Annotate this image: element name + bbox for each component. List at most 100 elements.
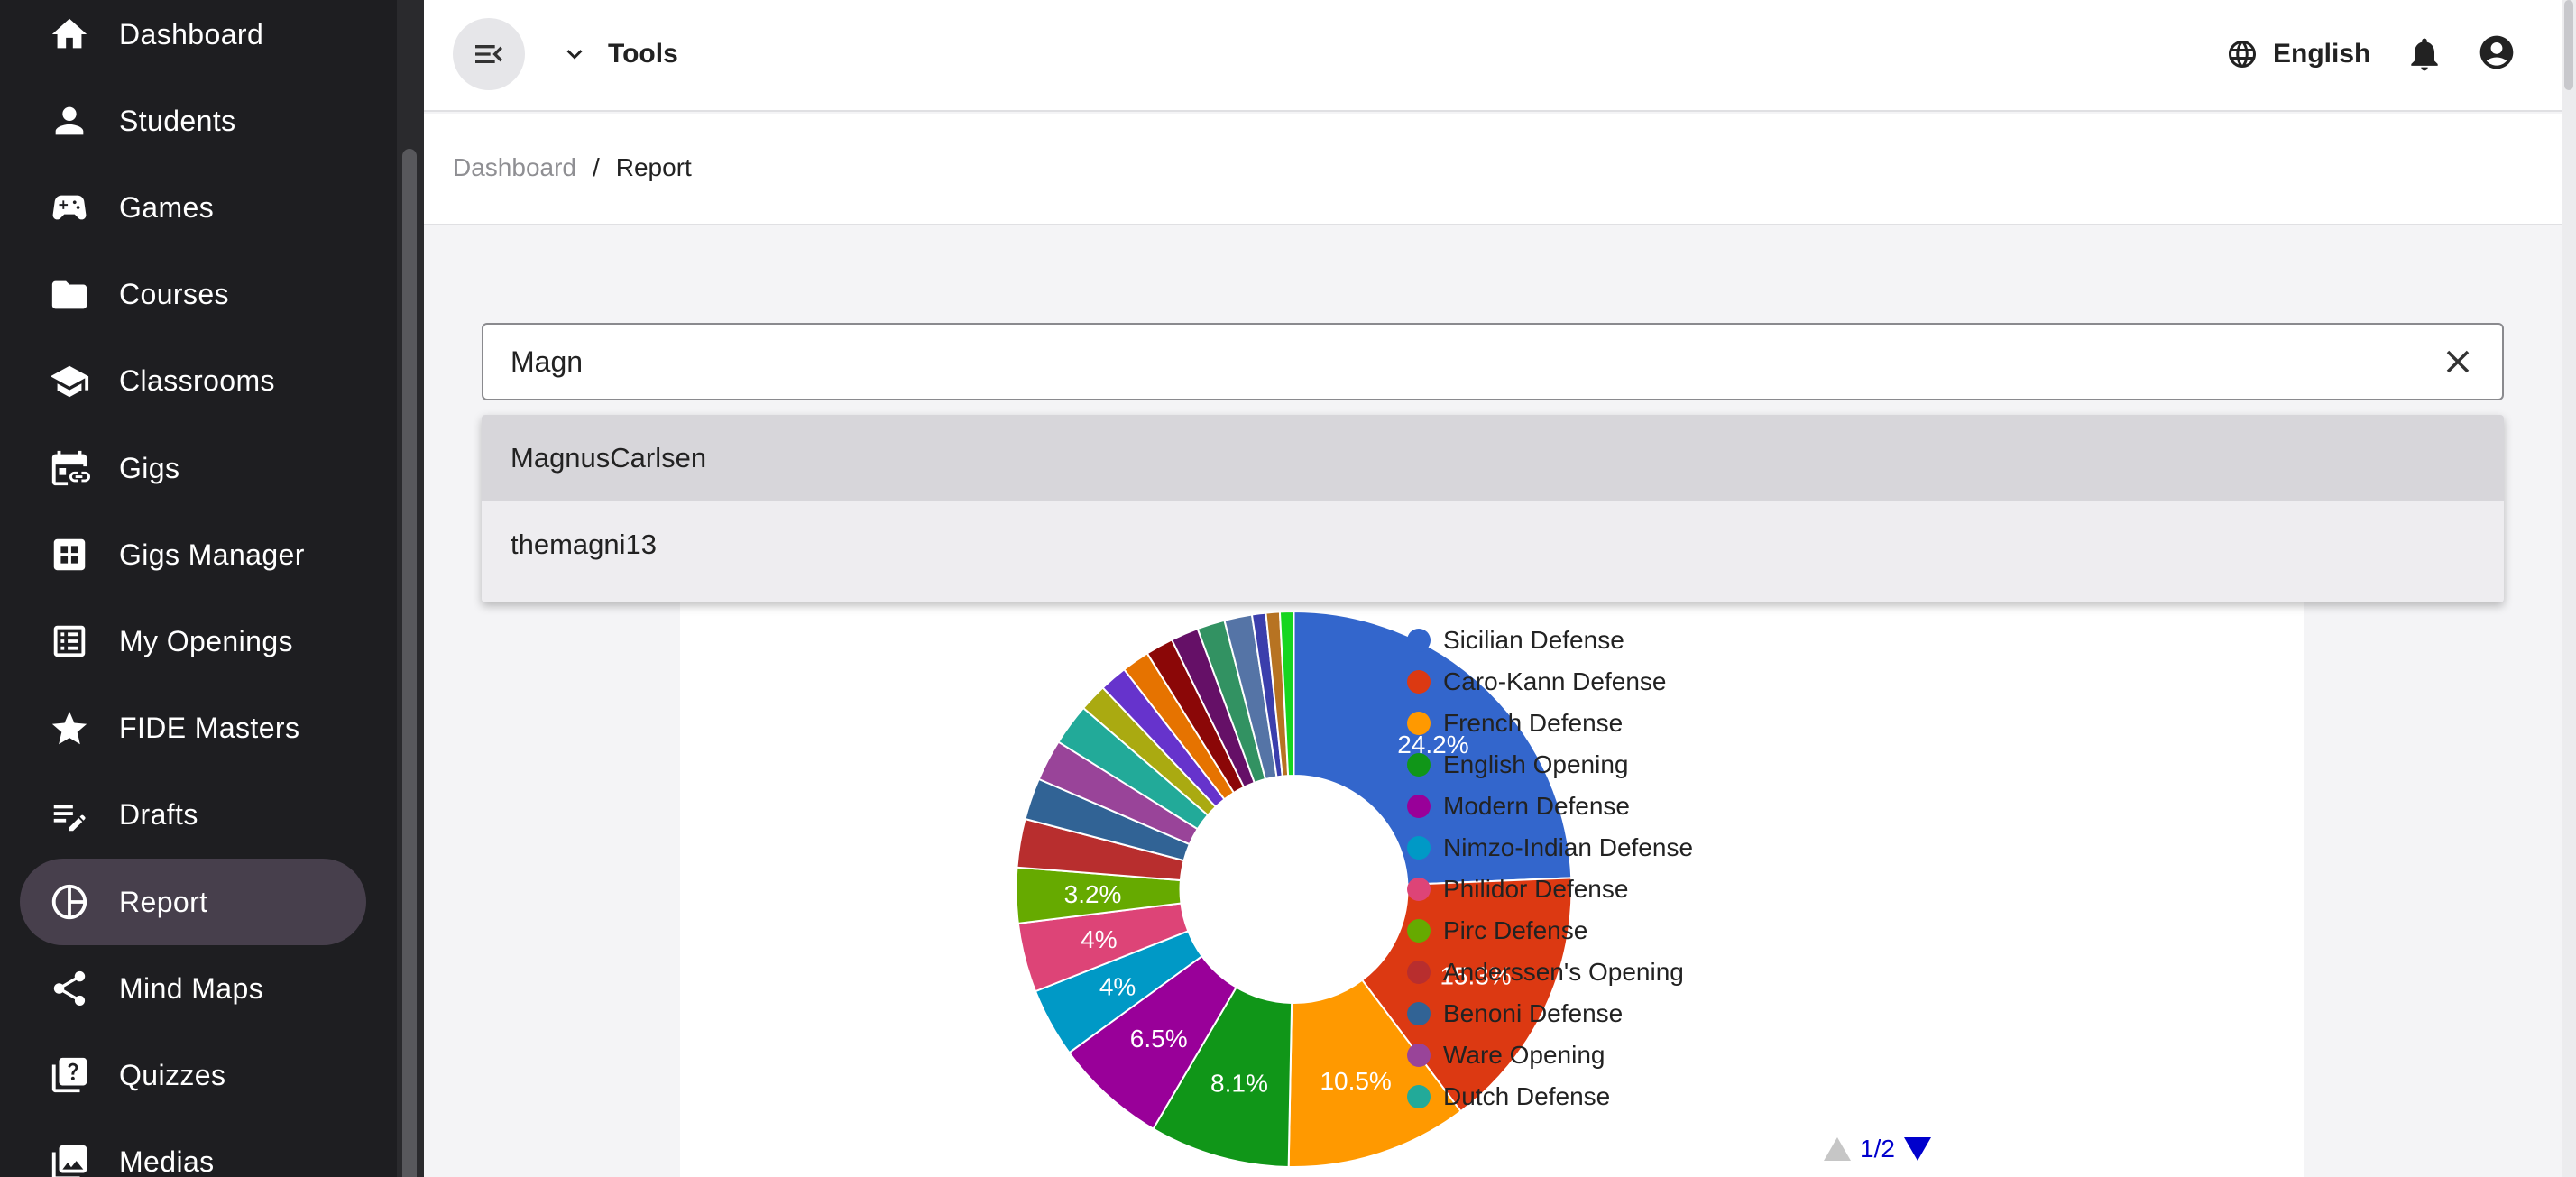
sidebar-item-dashboard[interactable]: Dashboard	[20, 0, 366, 78]
legend-label: Dutch Defense	[1443, 1082, 1611, 1110]
pie-slice-label: 3.2%	[1064, 880, 1122, 908]
sidebar-item-medias[interactable]: Medias	[20, 1119, 366, 1177]
legend-label: Sicilian Defense	[1443, 626, 1624, 654]
sidebar-item-label: FIDE Masters	[119, 712, 300, 745]
sidebar-item-quizzes[interactable]: Quizzes	[20, 1032, 366, 1118]
sidebar-item-label: Drafts	[119, 798, 198, 832]
legend-prev-page-icon[interactable]	[1824, 1137, 1851, 1161]
legend-label: Nimzo-Indian Defense	[1443, 833, 1694, 861]
page-scrollbar-track[interactable]	[2562, 0, 2576, 1177]
account-button[interactable]	[2477, 32, 2518, 74]
legend-label: Anderssen's Opening	[1443, 958, 1684, 986]
legend-swatch	[1407, 795, 1431, 818]
legend-item[interactable]: Modern Defense	[1407, 788, 1630, 824]
tools-menu[interactable]: Tools	[559, 31, 678, 78]
sidebar-item-courses[interactable]: Courses	[20, 252, 366, 338]
sidebar: Dashboard Students Games Courses Classrooms G…	[0, 0, 397, 1177]
student-search-input[interactable]	[511, 325, 2405, 399]
legend-swatch	[1407, 629, 1431, 652]
pie-slice-label: 15.3%	[1440, 961, 1511, 989]
sidebar-item-mind-maps[interactable]: Mind Maps	[20, 945, 366, 1032]
legend-item[interactable]: Nimzo-Indian Defense	[1407, 830, 1693, 866]
tools-label: Tools	[608, 39, 678, 69]
legend-item[interactable]: Dutch Defense	[1407, 1079, 1610, 1115]
legend-label: Modern Defense	[1443, 792, 1631, 820]
account-circle-icon	[2479, 35, 2514, 69]
sidebar-item-students[interactable]: Students	[20, 78, 366, 164]
sidebar-item-drafts[interactable]: Drafts	[20, 772, 366, 859]
legend-item[interactable]: Ware Opening	[1407, 1037, 1605, 1073]
sidebar-item-label: Dashboard	[119, 17, 264, 51]
page-scrollbar-thumb[interactable]	[2564, 0, 2573, 90]
search-suggestion-option[interactable]: themagni13	[511, 529, 658, 560]
legend-item[interactable]: Benoni Defense	[1407, 996, 1623, 1032]
sidebar-item-report[interactable]: Report	[20, 859, 366, 945]
legend-item[interactable]: Philidor Defense	[1407, 871, 1628, 907]
sidebar-scrollbar-thumb[interactable]	[402, 149, 417, 1177]
sidebar-item-label: My Openings	[119, 624, 293, 657]
share-icon	[49, 968, 90, 1009]
pie-slice-label: 6.5%	[1130, 1025, 1188, 1053]
sidebar-item-label: Mind Maps	[119, 971, 264, 1005]
legend-label: Philidor Defense	[1443, 875, 1629, 903]
menu-collapse-button[interactable]	[453, 18, 525, 90]
pie-slice-label: 8.1%	[1210, 1070, 1268, 1098]
bell-icon	[2411, 38, 2438, 71]
legend-item[interactable]: Anderssen's Opening	[1407, 954, 1684, 990]
sidebar-item-games[interactable]: Games	[20, 164, 366, 251]
sidebar-item-gigs-manager[interactable]: Gigs Manager	[20, 511, 366, 598]
legend-swatch	[1407, 753, 1431, 777]
legend-pager: 1/2	[1824, 1135, 1931, 1163]
sidebar-item-label: Quizzes	[119, 1058, 226, 1091]
event-link-icon	[49, 447, 90, 489]
person-icon	[49, 100, 90, 142]
breadcrumb-dashboard-link[interactable]: Dashboard	[453, 153, 576, 181]
legend-label: Pirc Defense	[1443, 916, 1588, 944]
folder-icon	[49, 274, 90, 316]
search-suggestions-list: MagnusCarlsen themagni13	[482, 415, 2504, 602]
sidebar-item-gigs[interactable]: Gigs	[20, 425, 366, 511]
sidebar-item-label: Gigs Manager	[119, 538, 305, 571]
main-area: Tools English Dashboard / Report 24.2% 15…	[424, 0, 2576, 1177]
legend-label: Ware Opening	[1443, 1041, 1605, 1069]
legend-swatch	[1407, 919, 1431, 943]
legend-item[interactable]: Caro-Kann Defense	[1407, 664, 1666, 700]
sidebar-item-classrooms[interactable]: Classrooms	[20, 338, 366, 425]
notifications-button[interactable]	[2405, 34, 2444, 74]
legend-item[interactable]: Pirc Defense	[1407, 913, 1587, 949]
pie-slice[interactable]	[1287, 979, 1463, 1168]
chevron-down-icon	[566, 50, 583, 60]
search-suggestion-option[interactable]: MagnusCarlsen	[482, 415, 2504, 501]
legend-item[interactable]: English Opening	[1407, 747, 1628, 783]
sidebar-item-label: Classrooms	[119, 364, 275, 398]
sidebar-item-my-openings[interactable]: My Openings	[20, 598, 366, 685]
gamepad-icon	[49, 187, 90, 228]
pie-slice-label: 24.2%	[1397, 731, 1468, 759]
menu-collapse-icon	[475, 45, 502, 63]
pie-slice[interactable]	[1278, 610, 1295, 777]
home-icon	[49, 14, 90, 55]
sidebar-item-label: Gigs	[119, 451, 180, 484]
language-selector[interactable]: English	[2226, 31, 2370, 78]
sidebar-item-fide-masters[interactable]: FIDE Masters	[20, 685, 366, 772]
legend-swatch	[1407, 670, 1431, 694]
clear-search-button[interactable]	[2439, 343, 2477, 381]
student-search-field[interactable]	[482, 323, 2504, 400]
pie-slice-label: 10.5%	[1320, 1067, 1391, 1095]
sidebar-item-label: Report	[119, 885, 208, 918]
breadcrumb-current: Report	[615, 153, 692, 181]
close-icon	[2446, 350, 2470, 373]
legend-label: French Defense	[1443, 709, 1624, 737]
sidebar-item-label: Courses	[119, 278, 229, 311]
legend-next-page-icon[interactable]	[1903, 1137, 1931, 1161]
pie-slice-label: 4%	[1099, 972, 1136, 1000]
legend-swatch	[1407, 878, 1431, 901]
legend-swatch	[1407, 1002, 1431, 1025]
breadcrumb-bar: Dashboard / Report	[424, 114, 2562, 225]
pie-slice[interactable]	[1293, 610, 1573, 886]
legend-item[interactable]: Sicilian Defense	[1407, 622, 1624, 658]
legend-item[interactable]: French Defense	[1407, 705, 1623, 741]
legend-swatch	[1407, 712, 1431, 735]
legend-page-indicator: 1/2	[1860, 1135, 1895, 1163]
quiz-icon	[49, 1054, 90, 1096]
